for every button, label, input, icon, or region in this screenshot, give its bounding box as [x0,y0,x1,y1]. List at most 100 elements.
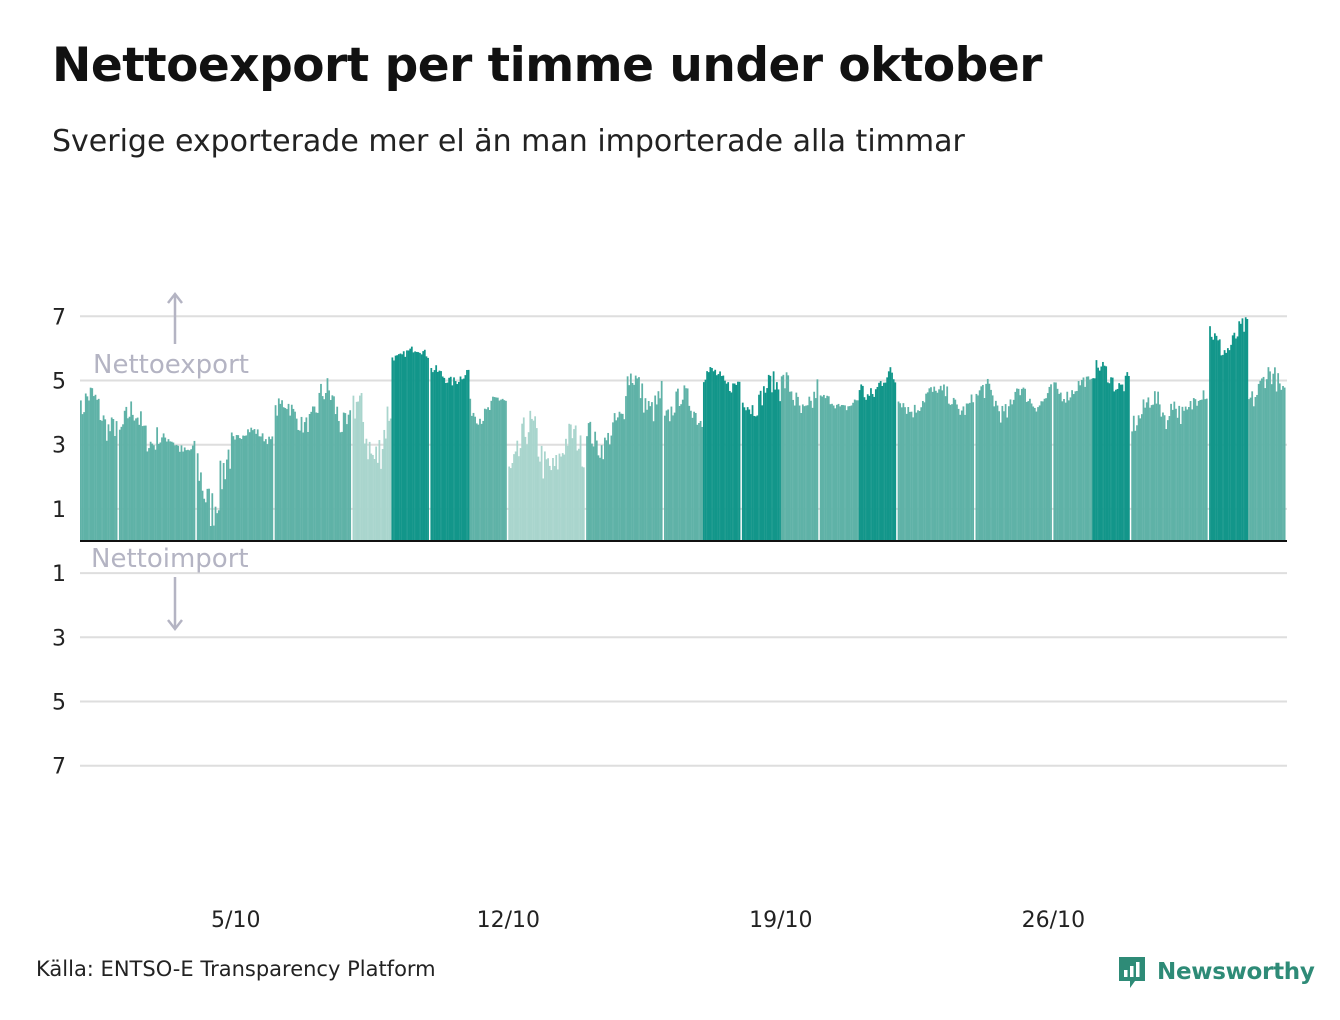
hour-bar [1137,415,1140,541]
hour-bar [172,442,175,541]
hour-bar [136,417,139,541]
hour-bar [1097,367,1099,541]
hour-bar [355,401,358,541]
hour-bar [318,392,321,541]
hour-bar [161,437,163,541]
hour-bar [211,493,214,541]
hour-bar [130,401,133,541]
hour-bar [1226,348,1229,541]
hour-bar [242,435,244,541]
hour-bar [1014,391,1017,541]
hour-bar [594,431,597,541]
hour-bar [346,424,348,541]
hour-bar [1178,405,1181,541]
hour-bar [683,385,686,541]
hour-bar [316,412,319,541]
hour-bar [550,470,553,541]
hour-bar [930,387,932,541]
hour-bar [563,454,566,541]
hour-bar [438,370,441,541]
hour-bar [1228,350,1231,541]
hour-bar [840,404,843,541]
hour-bar [328,390,330,541]
hour-bar [360,393,363,541]
hour-bar [823,394,825,541]
hour-bar [243,435,246,541]
hour-bar [552,457,554,541]
hour-bar [857,400,859,541]
source-note: Källa: ENTSO-E Transparency Platform [36,957,436,981]
hour-bar [644,398,647,541]
hour-bar [730,392,733,541]
hour-bar [404,356,407,541]
hour-bar [616,417,619,541]
hour-bar [279,403,282,541]
hour-bar [1113,391,1116,541]
hour-bar [187,449,189,541]
hour-bar [863,397,866,541]
hour-bar [988,383,991,541]
hour-bar [972,402,975,541]
hour-bar [1202,390,1205,541]
hour-bar [602,459,605,541]
hour-bar [1058,393,1061,541]
hour-bar [990,389,992,541]
hour-bar [464,375,467,541]
hour-bar [561,453,564,541]
hour-bar [1033,407,1036,541]
hour-bar [490,400,493,541]
hour-bar [260,436,262,541]
hour-bar [970,394,973,541]
hour-bar [638,377,640,541]
hour-bar [1144,407,1147,541]
hour-bar [1267,367,1270,541]
hour-bar [114,436,116,541]
hour-bar [1080,379,1083,541]
hour-bar [1126,372,1129,541]
hour-bar [1007,406,1010,541]
hour-bar [1238,321,1241,541]
hour-bar [326,378,329,541]
hour-bar [401,354,403,541]
hour-bar [1215,335,1218,541]
hour-bar [1243,331,1245,541]
hour-bar [793,405,796,541]
hour-bar [526,444,528,541]
hour-bar [978,390,981,541]
hour-bar [928,388,931,541]
hour-bar [372,454,374,541]
hour-bar [1132,415,1135,541]
hour-bar [467,369,470,541]
hour-bar [670,406,673,541]
hour-bar [939,385,942,541]
hour-bar [1017,388,1020,541]
hour-bar [759,390,762,541]
hour-bar [571,438,574,541]
hour-bar [610,435,613,541]
hour-bar [782,374,785,541]
hour-bar [1283,387,1286,541]
hour-bar [149,441,152,541]
hour-bar [871,394,874,541]
hour-bar [493,397,496,541]
hour-bar [352,395,355,541]
hour-bar [707,372,710,541]
hour-bar [251,430,254,541]
hour-bar [962,406,965,541]
hour-bar [375,446,378,541]
hour-bar [91,388,94,541]
hour-bar [655,404,658,541]
hour-bar [511,463,514,541]
hour-bar [516,440,519,541]
hour-bar [479,418,481,541]
hour-bar [337,421,340,541]
hour-bar [1140,414,1143,541]
hour-bar [558,453,561,541]
hour-bar [462,378,465,541]
hour-bar [294,411,296,541]
hour-bar [1179,423,1182,541]
hour-bar [665,410,668,541]
hour-bar [290,404,293,541]
hour-bar [787,375,790,541]
hour-bar [964,414,966,541]
